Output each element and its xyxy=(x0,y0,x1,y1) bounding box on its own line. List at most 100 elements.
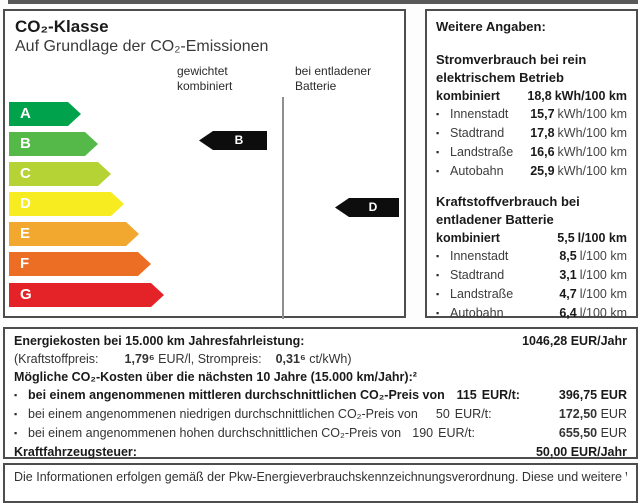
electricity-price-label: EUR/l, Strompreis: xyxy=(158,352,262,366)
bullet-icon xyxy=(436,125,450,143)
fuel-price-value: 1,79⁶ xyxy=(124,352,155,366)
row-unit: kWh/100 km xyxy=(557,107,627,121)
electric-row-innenstadt: Innenstadt 15,7 kWh/100 km xyxy=(436,105,627,124)
co2-cost-value-unit: EUR xyxy=(600,426,627,440)
row-value: 3,1 xyxy=(559,268,577,282)
electricity-price-unit: ct/kWh) xyxy=(309,352,352,366)
co2-cost-text: bei einem angenommenen hohen durchschnit… xyxy=(28,426,402,440)
co2-price-unit: EUR/t: xyxy=(438,426,475,440)
electricity-price-value: 0,31⁶ xyxy=(275,352,306,366)
column-header-weighted-line2: kombiniert xyxy=(177,79,233,93)
co2-cost-row-medium: bei einem angenommenen mittleren durchsc… xyxy=(14,386,627,405)
electric-heading-line1: Stromverbrauch bei rein xyxy=(436,52,587,67)
fuel-consumption-heading: Kraftstoffverbrauch bei entladener Batte… xyxy=(436,193,627,229)
column-divider-line xyxy=(282,97,284,319)
co2-price: 115 xyxy=(456,388,477,402)
fuel-row-innenstadt: Innenstadt 8,5 l/100 km xyxy=(436,247,627,266)
cropped-box-edge xyxy=(8,0,638,4)
row-value: 15,7 xyxy=(530,107,555,121)
bullet-icon xyxy=(436,248,450,266)
electric-combined-label: kombiniert xyxy=(436,89,500,103)
row-label: Landstraße xyxy=(450,287,514,301)
further-details-panel: Weitere Angaben: Stromverbrauch bei rein… xyxy=(425,9,638,320)
energy-costs-label: Energiekosten bei 15.000 km Jahresfahrle… xyxy=(14,334,305,348)
bullet-icon xyxy=(436,163,450,181)
row-unit: kWh/100 km xyxy=(557,145,627,159)
bullet-icon xyxy=(436,267,450,285)
row-value: 6,4 xyxy=(559,306,577,320)
row-label: Autobahn xyxy=(450,306,504,320)
co2-price-unit: EUR/t: xyxy=(481,388,520,402)
legal-note-panel: Die Informationen erfolgen gemäß der Pkw… xyxy=(3,463,638,503)
co2-cost-value: 396,75 xyxy=(558,388,598,402)
vehicle-tax-value: 50,00 EUR/Jahr xyxy=(535,445,627,459)
weighted-class-marker: B xyxy=(199,131,267,150)
fuel-combined-value: 5,5 xyxy=(557,231,575,245)
electric-combined-value: 18,8 xyxy=(527,89,552,103)
class-arrow-d: D xyxy=(9,192,124,216)
co2-cost-value-unit: EUR xyxy=(600,388,627,402)
electric-combined-row: kombiniert 18,8 kWh/100 km xyxy=(436,87,627,105)
co2-price-unit: EUR/t: xyxy=(454,407,492,421)
co2-price: 50 xyxy=(435,407,450,421)
section-gap xyxy=(436,181,627,193)
fuel-combined-label: kombiniert xyxy=(436,231,500,245)
co2-class-panel: CO₂-Klasse Auf Grundlage der CO₂-Emissio… xyxy=(3,9,406,319)
electric-row-stadtrand: Stadtrand 17,8 kWh/100 km xyxy=(436,124,627,143)
bullet-icon xyxy=(14,387,28,405)
row-value: 25,9 xyxy=(530,164,555,178)
price-assumptions-row: (Kraftstoffpreis: 1,79⁶ EUR/l, Stromprei… xyxy=(14,350,627,368)
fuel-row-stadtrand: Stadtrand 3,1 l/100 km xyxy=(436,266,627,285)
vehicle-tax-row: Kraftfahrzeugsteuer: 50,00 EUR/Jahr xyxy=(14,443,627,461)
class-arrow-f: F xyxy=(9,252,151,276)
column-header-depleted-line2: Batterie xyxy=(295,79,337,93)
class-arrow-c: C xyxy=(9,162,111,186)
fuel-heading-line1: Kraftstoffverbrauch bei xyxy=(436,194,580,209)
row-label: Landstraße xyxy=(450,145,514,159)
row-unit: kWh/100 km xyxy=(557,126,627,140)
co2-class-title: CO₂-Klasse xyxy=(15,17,109,36)
row-unit: l/100 km xyxy=(579,306,627,320)
co2-cost-text: bei einem angenommenen mittleren durchsc… xyxy=(28,388,445,402)
bullet-icon xyxy=(436,305,450,323)
electric-consumption-heading: Stromverbrauch bei rein elektrischem Bet… xyxy=(436,51,627,87)
co2-cost-row-low: bei einem angenommenen niedrigen durchsc… xyxy=(14,405,627,424)
co2-cost-value: 655,50 xyxy=(558,426,598,440)
energy-costs-panel: Energiekosten bei 15.000 km Jahresfahrle… xyxy=(3,327,638,459)
column-header-weighted: gewichtet kombiniert xyxy=(177,64,232,94)
co2-price: 190 xyxy=(412,426,434,440)
column-header-weighted-line1: gewichtet xyxy=(177,64,228,78)
column-header-depleted-line1: bei entladener xyxy=(295,64,372,78)
row-label: Stadtrand xyxy=(450,268,505,282)
electric-heading-line2: elektrischem Betrieb xyxy=(436,70,564,85)
bullet-icon xyxy=(436,286,450,304)
fuel-row-landstrasse: Landstraße 4,7 l/100 km xyxy=(436,285,627,304)
co2-cost-value: 172,50 xyxy=(558,407,598,421)
electric-row-autobahn: Autobahn 25,9 kWh/100 km xyxy=(436,162,627,181)
vehicle-tax-label: Kraftfahrzeugsteuer: xyxy=(14,445,137,459)
row-value: 17,8 xyxy=(530,126,555,140)
legal-note-text: Die Informationen erfolgen gemäß der Pkw… xyxy=(14,470,627,484)
row-value: 16,6 xyxy=(530,145,555,159)
row-unit: l/100 km xyxy=(579,249,627,263)
fuel-heading-line2: entladener Batterie xyxy=(436,212,554,227)
row-label: Stadtrand xyxy=(450,126,505,140)
co2-cost-value-unit: EUR xyxy=(600,407,627,421)
energy-costs-row: Energiekosten bei 15.000 km Jahresfahrle… xyxy=(14,332,627,350)
row-value: 4,7 xyxy=(559,287,577,301)
co2-costs-heading: Mögliche CO₂-Kosten über die nächsten 10… xyxy=(14,370,417,384)
electric-combined-unit: kWh/100 km xyxy=(554,89,627,103)
depleted-battery-class-marker: D xyxy=(335,198,399,217)
details-title: Weitere Angaben: xyxy=(436,19,546,34)
fuel-combined-row: kombiniert 5,5 l/100 km xyxy=(436,229,627,247)
column-header-depleted-battery: bei entladener Batterie xyxy=(295,64,371,94)
row-unit: l/100 km xyxy=(579,268,627,282)
co2-cost-text: bei einem angenommenen niedrigen durchsc… xyxy=(28,407,418,421)
co2-cost-row-high: bei einem angenommenen hohen durchschnit… xyxy=(14,424,627,443)
row-label: Autobahn xyxy=(450,164,504,178)
co2-class-subtitle: Auf Grundlage der CO₂-Emissionen xyxy=(15,38,269,55)
row-value: 8,5 xyxy=(559,249,577,263)
row-unit: l/100 km xyxy=(579,287,627,301)
electric-row-landstrasse: Landstraße 16,6 kWh/100 km xyxy=(436,143,627,162)
row-label: Innenstadt xyxy=(450,107,509,121)
